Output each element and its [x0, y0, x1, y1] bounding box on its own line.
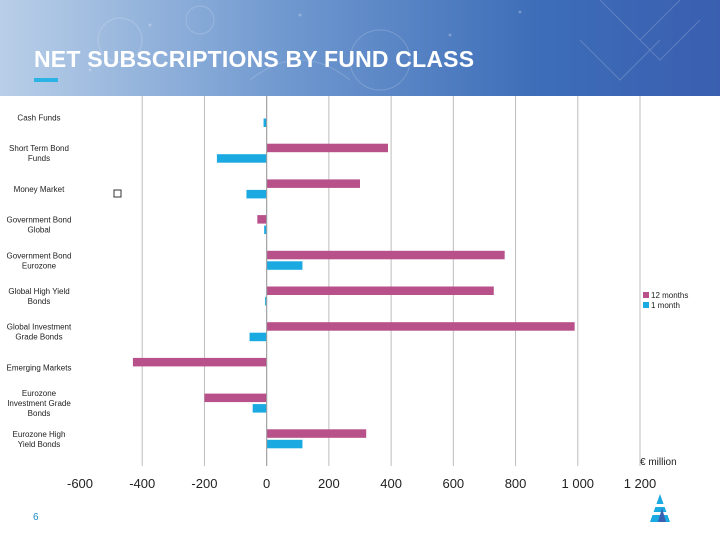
category-label-line: Eurozone [22, 261, 57, 270]
category-label-line: Government Bond [7, 216, 72, 225]
x-tick-labels: -600 -400 -200 0 200 400 600 800 1 000 1 200 [67, 476, 656, 491]
category-labels: Cash Funds Short Term Bond Funds Money Mark… [7, 114, 72, 449]
category-label-line: Short Term Bond [9, 144, 69, 153]
x-tick-label: -600 [67, 476, 93, 491]
x-tick-label: 400 [380, 476, 402, 491]
bar-1-month [264, 225, 267, 235]
x-tick-label: 800 [505, 476, 527, 491]
category-label-line: Global High Yield [8, 287, 69, 296]
category-label: Money Market [14, 185, 65, 194]
legend-swatch-1-month [643, 302, 649, 308]
category-label-line: Emerging Markets [7, 363, 72, 372]
bar-12-months [266, 143, 388, 153]
category-label-line: Cash Funds [17, 114, 60, 123]
bar-12-months [132, 357, 267, 367]
page-number: 6 [33, 512, 39, 523]
category-label-line: Eurozone [22, 389, 57, 398]
x-tick-label: 600 [442, 476, 464, 491]
category-label: Eurozone High Yield Bonds [13, 430, 66, 449]
bar-1-month [216, 154, 267, 163]
legend-label: 1 month [651, 301, 680, 310]
category-label: Emerging Markets [7, 363, 72, 372]
company-logo-icon [646, 494, 674, 522]
category-label: Government Bond Global [7, 216, 72, 235]
x-tick-label: 1 000 [562, 476, 595, 491]
x-tick-label: 1 200 [624, 476, 657, 491]
bar-12-months [266, 179, 360, 188]
bar-1-month [246, 189, 267, 199]
legend-swatch-12-months [643, 292, 649, 298]
title-underline [34, 78, 58, 82]
page-title: NET SUBSCRIPTIONS BY FUND CLASS [34, 46, 475, 72]
category-label-line: Money Market [14, 185, 65, 194]
bar-1-month [265, 297, 267, 306]
bar-1-month [263, 118, 267, 127]
category-label-line: Yield Bonds [18, 440, 60, 449]
x-tick-label: -400 [129, 476, 155, 491]
category-label-line: Bonds [28, 297, 51, 306]
bar-12-months [204, 393, 267, 403]
bar-1-month [266, 439, 303, 449]
category-label-line: Bonds [28, 409, 51, 418]
bar-1-month [249, 332, 267, 342]
x-tick-label: 0 [263, 476, 270, 491]
header-banner: NET SUBSCRIPTIONS BY FUND CLASS [0, 0, 720, 96]
empty-checkbox-marker [113, 189, 122, 198]
gridlines [141, 96, 641, 466]
category-label-line: Government Bond [7, 251, 72, 260]
category-label-line: Funds [28, 154, 50, 163]
category-label-line: Investment Grade [7, 399, 71, 408]
category-label: Global High Yield Bonds [8, 287, 69, 306]
category-label: Short Term Bond Funds [9, 144, 69, 163]
bars [132, 96, 575, 466]
legend-label: 12 months [651, 291, 688, 300]
category-label-line: Global Investment [7, 323, 72, 332]
category-label: Eurozone Investment Grade Bonds [7, 389, 71, 418]
x-tick-label: -200 [191, 476, 217, 491]
bar-12-months [266, 322, 575, 331]
category-label: Global Investment Grade Bonds [7, 323, 72, 342]
category-label-line: Eurozone High [13, 430, 66, 439]
category-label-line: Grade Bonds [15, 333, 62, 342]
bar-12-months [266, 429, 367, 438]
bar-1-month [266, 261, 303, 270]
chart: Cash Funds Short Term Bond Funds Money Mark… [7, 96, 688, 491]
banner-pattern [88, 0, 701, 91]
x-tick-label: 200 [318, 476, 340, 491]
bar-1-month [252, 404, 267, 413]
category-label: Government Bond Eurozone [7, 251, 72, 270]
unit-label: € million [640, 457, 677, 468]
bar-12-months [266, 286, 494, 295]
category-label-line: Global [27, 226, 50, 235]
bar-12-months [257, 215, 267, 224]
category-label: Cash Funds [17, 114, 60, 123]
bar-12-months [266, 250, 505, 260]
